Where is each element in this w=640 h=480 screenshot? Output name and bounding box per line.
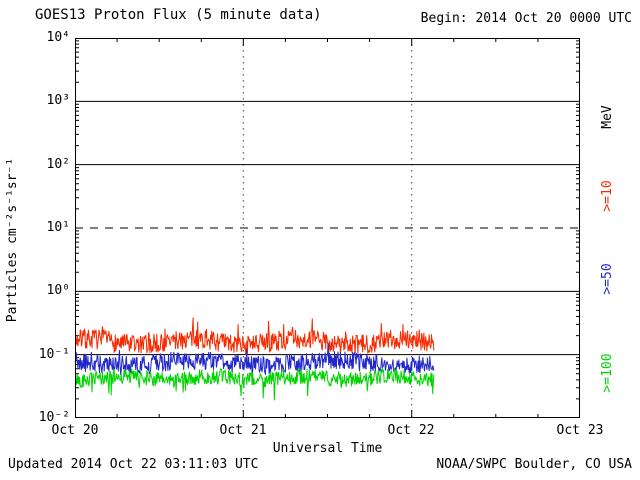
y-tick-label-1e4: 10⁴ (46, 30, 70, 45)
source-credit: NOAA/SWPC Boulder, CO USA (436, 457, 632, 472)
y-tick-label-1e1: 10¹ (46, 220, 70, 235)
x-tick-label-oct20: Oct 20 (51, 423, 99, 438)
x-tick-label-oct22: Oct 22 (387, 423, 435, 438)
right-axis-unit-label: MeV (600, 105, 615, 129)
y-tick-label-1e-2: 10⁻² (38, 410, 70, 425)
x-tick-label-oct23: Oct 23 (556, 423, 604, 438)
flux-chart (74, 38, 581, 418)
begin-time-label: Begin: 2014 Oct 20 0000 UTC (420, 11, 632, 26)
updated-timestamp: Updated 2014 Oct 22 03:11:03 UTC (8, 457, 259, 472)
plot-area (74, 38, 581, 418)
x-tick-label-oct21: Oct 21 (219, 423, 267, 438)
x-axis-label: Universal Time (272, 441, 383, 456)
y-tick-label-1e0: 10⁰ (46, 283, 70, 298)
chart-title: GOES13 Proton Flux (5 minute data) (35, 7, 322, 23)
y-tick-label-1e3: 10³ (46, 93, 70, 108)
y-tick-label-1e-1: 10⁻¹ (38, 347, 70, 362)
legend-ge100-mev: >=100 (600, 353, 615, 393)
legend-ge50-mev: >=50 (600, 263, 615, 295)
legend-ge10-mev: >=10 (600, 180, 615, 212)
y-tick-label-1e2: 10² (46, 157, 70, 172)
